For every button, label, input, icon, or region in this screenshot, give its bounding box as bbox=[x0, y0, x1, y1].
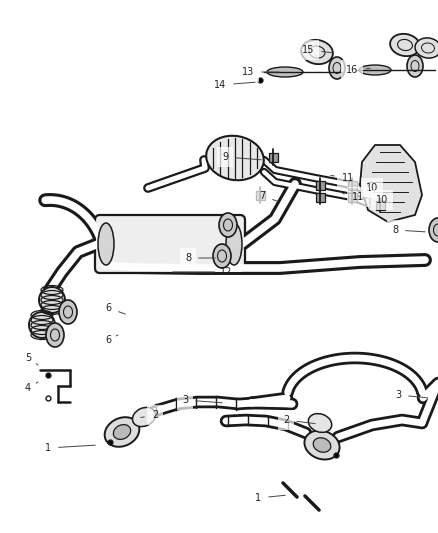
Text: 15: 15 bbox=[0, 532, 1, 533]
Text: 8: 8 bbox=[392, 225, 425, 235]
Ellipse shape bbox=[29, 312, 55, 338]
Polygon shape bbox=[360, 145, 422, 222]
Ellipse shape bbox=[206, 136, 264, 180]
Ellipse shape bbox=[46, 323, 64, 347]
Text: 2: 2 bbox=[283, 415, 315, 425]
FancyBboxPatch shape bbox=[347, 192, 357, 201]
FancyBboxPatch shape bbox=[255, 190, 265, 199]
Ellipse shape bbox=[415, 38, 438, 58]
Text: 1: 1 bbox=[255, 493, 285, 503]
Ellipse shape bbox=[407, 55, 423, 77]
Text: 6: 6 bbox=[105, 335, 118, 345]
FancyBboxPatch shape bbox=[315, 192, 325, 201]
Text: 8: 8 bbox=[0, 532, 1, 533]
Text: 14: 14 bbox=[0, 532, 1, 533]
Text: 6: 6 bbox=[105, 303, 125, 314]
Text: 5: 5 bbox=[25, 353, 38, 365]
Ellipse shape bbox=[105, 417, 139, 447]
FancyBboxPatch shape bbox=[95, 215, 245, 273]
Ellipse shape bbox=[390, 34, 420, 56]
Ellipse shape bbox=[219, 213, 237, 237]
Ellipse shape bbox=[329, 57, 345, 79]
Ellipse shape bbox=[132, 407, 155, 426]
Text: 4: 4 bbox=[25, 382, 38, 393]
Text: 10: 10 bbox=[363, 195, 388, 205]
Ellipse shape bbox=[267, 67, 303, 77]
Text: 8: 8 bbox=[185, 253, 215, 263]
FancyBboxPatch shape bbox=[375, 200, 385, 209]
Ellipse shape bbox=[98, 223, 114, 265]
FancyBboxPatch shape bbox=[268, 152, 278, 161]
Text: 16: 16 bbox=[346, 65, 370, 75]
Text: 7: 7 bbox=[259, 191, 277, 201]
Ellipse shape bbox=[301, 40, 333, 64]
Text: 2: 2 bbox=[141, 410, 158, 420]
Text: 7: 7 bbox=[0, 532, 1, 533]
Text: 10: 10 bbox=[353, 183, 378, 193]
Text: 11: 11 bbox=[331, 173, 354, 183]
Ellipse shape bbox=[226, 223, 242, 265]
Text: 15: 15 bbox=[0, 532, 1, 533]
Ellipse shape bbox=[113, 425, 131, 439]
Text: 3: 3 bbox=[182, 395, 222, 405]
Text: 12: 12 bbox=[173, 267, 233, 277]
FancyBboxPatch shape bbox=[347, 181, 357, 190]
Ellipse shape bbox=[59, 300, 77, 324]
Text: 13: 13 bbox=[242, 67, 279, 77]
Text: 11: 11 bbox=[343, 192, 364, 202]
Ellipse shape bbox=[304, 431, 339, 459]
Text: 3: 3 bbox=[395, 390, 427, 400]
Text: 1: 1 bbox=[45, 443, 95, 453]
FancyBboxPatch shape bbox=[315, 181, 325, 190]
Text: 15: 15 bbox=[302, 45, 332, 55]
Text: 9: 9 bbox=[222, 152, 261, 162]
Text: 14: 14 bbox=[214, 80, 255, 90]
Ellipse shape bbox=[313, 438, 331, 453]
Ellipse shape bbox=[213, 244, 231, 268]
Ellipse shape bbox=[359, 65, 391, 75]
Ellipse shape bbox=[429, 218, 438, 242]
Text: 13: 13 bbox=[0, 532, 1, 533]
Ellipse shape bbox=[308, 414, 332, 432]
Text: 16: 16 bbox=[0, 532, 1, 533]
Ellipse shape bbox=[39, 287, 65, 313]
